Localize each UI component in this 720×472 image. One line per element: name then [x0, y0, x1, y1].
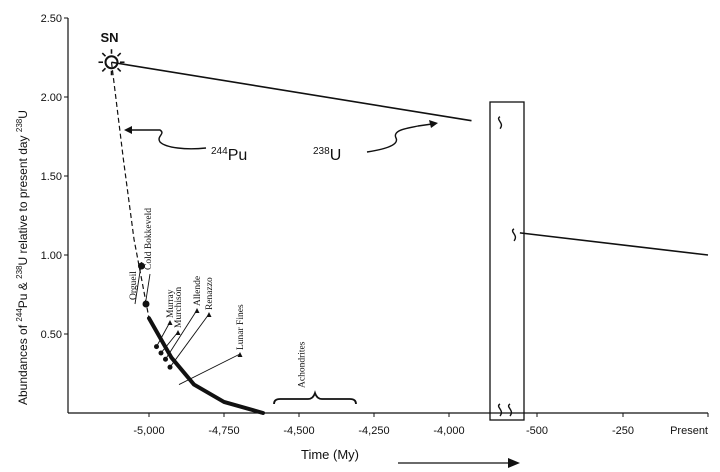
sun-ray	[101, 67, 107, 72]
x-tick-label: -5,000	[133, 425, 164, 437]
meteorite-point	[142, 300, 150, 308]
break-mark-u-left	[497, 116, 503, 130]
x-tick-label: -4,750	[208, 425, 239, 437]
arrow-head	[508, 458, 520, 468]
axis-break-box	[489, 101, 525, 421]
meteorite-arrow	[178, 353, 241, 385]
x-tick-label: -4,250	[358, 425, 389, 437]
meteorite-arrow	[156, 321, 171, 347]
y-tick-label: 2.00	[41, 92, 62, 104]
y-tick-label: 2.50	[41, 13, 62, 25]
meteorite-label: Murchison	[174, 287, 184, 328]
sun-icon	[104, 55, 119, 70]
y-tick-label: 0.50	[41, 329, 62, 341]
meteorite-arrow	[134, 261, 142, 305]
x-tick-label: Present	[670, 425, 708, 437]
meteorite-label: Orgueil	[129, 271, 139, 300]
meteorite-arrow	[169, 313, 210, 368]
series-u238-line	[519, 232, 709, 256]
series-u238-line	[111, 61, 472, 122]
y-tick-label: 1.00	[41, 250, 62, 262]
break-mark-u-right	[511, 228, 517, 242]
meteorite-arrow	[160, 331, 179, 354]
series-pu244-solid	[147, 316, 265, 415]
x-tick-label: -4,000	[433, 425, 464, 437]
sun-ray	[101, 52, 107, 57]
y-axis-label: Abundances of 244Pu & 238U relative to p…	[15, 110, 30, 405]
meteorite-point	[138, 262, 145, 270]
meteorite-label: Murray	[166, 289, 176, 318]
x-tick-label: -4,500	[283, 425, 314, 437]
series-pu244-dashed	[110, 62, 150, 319]
break-mark-axis	[507, 403, 513, 417]
x-tick-label: -250	[612, 425, 634, 437]
arrow-head	[237, 352, 243, 357]
meteorite-arrow	[145, 273, 151, 301]
pu244-arrow	[130, 129, 207, 150]
meteorite-arrow	[165, 309, 198, 360]
arrow-head	[124, 126, 132, 134]
achondrites-brace	[273, 390, 357, 405]
arrow-head	[429, 120, 438, 128]
series-u238-label: 238U	[313, 146, 341, 164]
meteorite-label: Achondrites	[298, 341, 308, 388]
arrow-head	[175, 330, 181, 335]
meteorite-label: Lunar Fines	[236, 304, 246, 350]
arrow-head	[194, 308, 200, 313]
arrow-head	[206, 312, 212, 317]
break-mark-axis	[497, 403, 503, 417]
u238-arrow	[366, 123, 433, 153]
meteorite-label: Allende	[193, 276, 203, 306]
series-pu244-label: 244Pu	[211, 146, 247, 164]
supernova-label: SN	[101, 30, 119, 45]
y-tick-label: 1.50	[41, 171, 62, 183]
arrow-head	[167, 320, 173, 325]
sun-ray	[116, 67, 122, 72]
x-tick-label: -500	[526, 425, 548, 437]
x-axis-label: Time (My)	[301, 447, 359, 462]
meteorite-label: Cold Bokkeveld	[144, 208, 154, 270]
sun-ray	[116, 52, 122, 57]
meteorite-label: Renazzo	[205, 277, 215, 310]
